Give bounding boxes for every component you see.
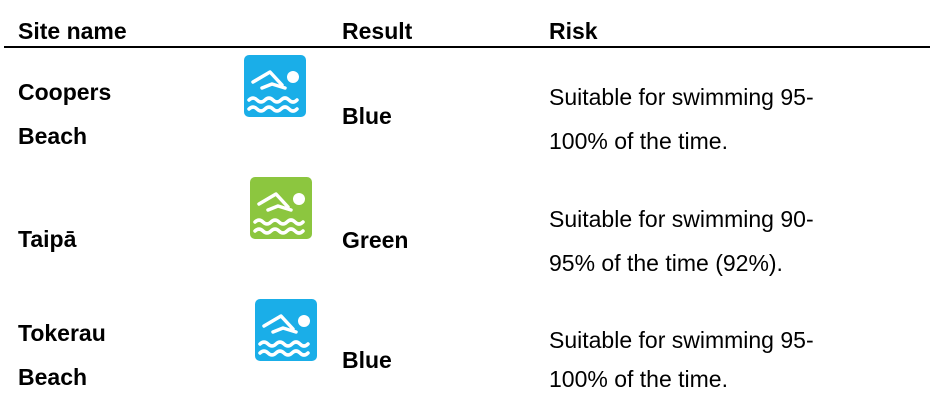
risk-text-line: Suitable for swimming 90-	[549, 206, 814, 232]
site-name-line: Tokerau	[18, 320, 106, 346]
site-name-line: Beach	[18, 364, 88, 390]
result-value: Green	[342, 227, 409, 253]
result-value: Blue	[342, 347, 392, 373]
risk-text-line: Suitable for swimming 95-	[549, 327, 814, 353]
site-name-line: Coopers	[18, 79, 112, 105]
swimming-icon	[250, 177, 312, 239]
site-name-line: Beach	[18, 123, 88, 149]
swimming-icon	[255, 299, 317, 361]
risk-text-line: 95% of the time (92%).	[549, 250, 783, 276]
header-result: Result	[342, 18, 413, 44]
header-divider	[4, 46, 930, 48]
risk-text-line: 100% of the time.	[549, 128, 728, 154]
header-site-name: Site name	[18, 18, 127, 44]
result-value: Blue	[342, 103, 392, 129]
swimming-icon	[244, 55, 306, 117]
risk-text-line: 100% of the time.	[549, 366, 728, 392]
site-name-line: Taipā	[18, 226, 77, 252]
risk-text-line: Suitable for swimming 95-	[549, 84, 814, 110]
header-risk: Risk	[549, 18, 598, 44]
